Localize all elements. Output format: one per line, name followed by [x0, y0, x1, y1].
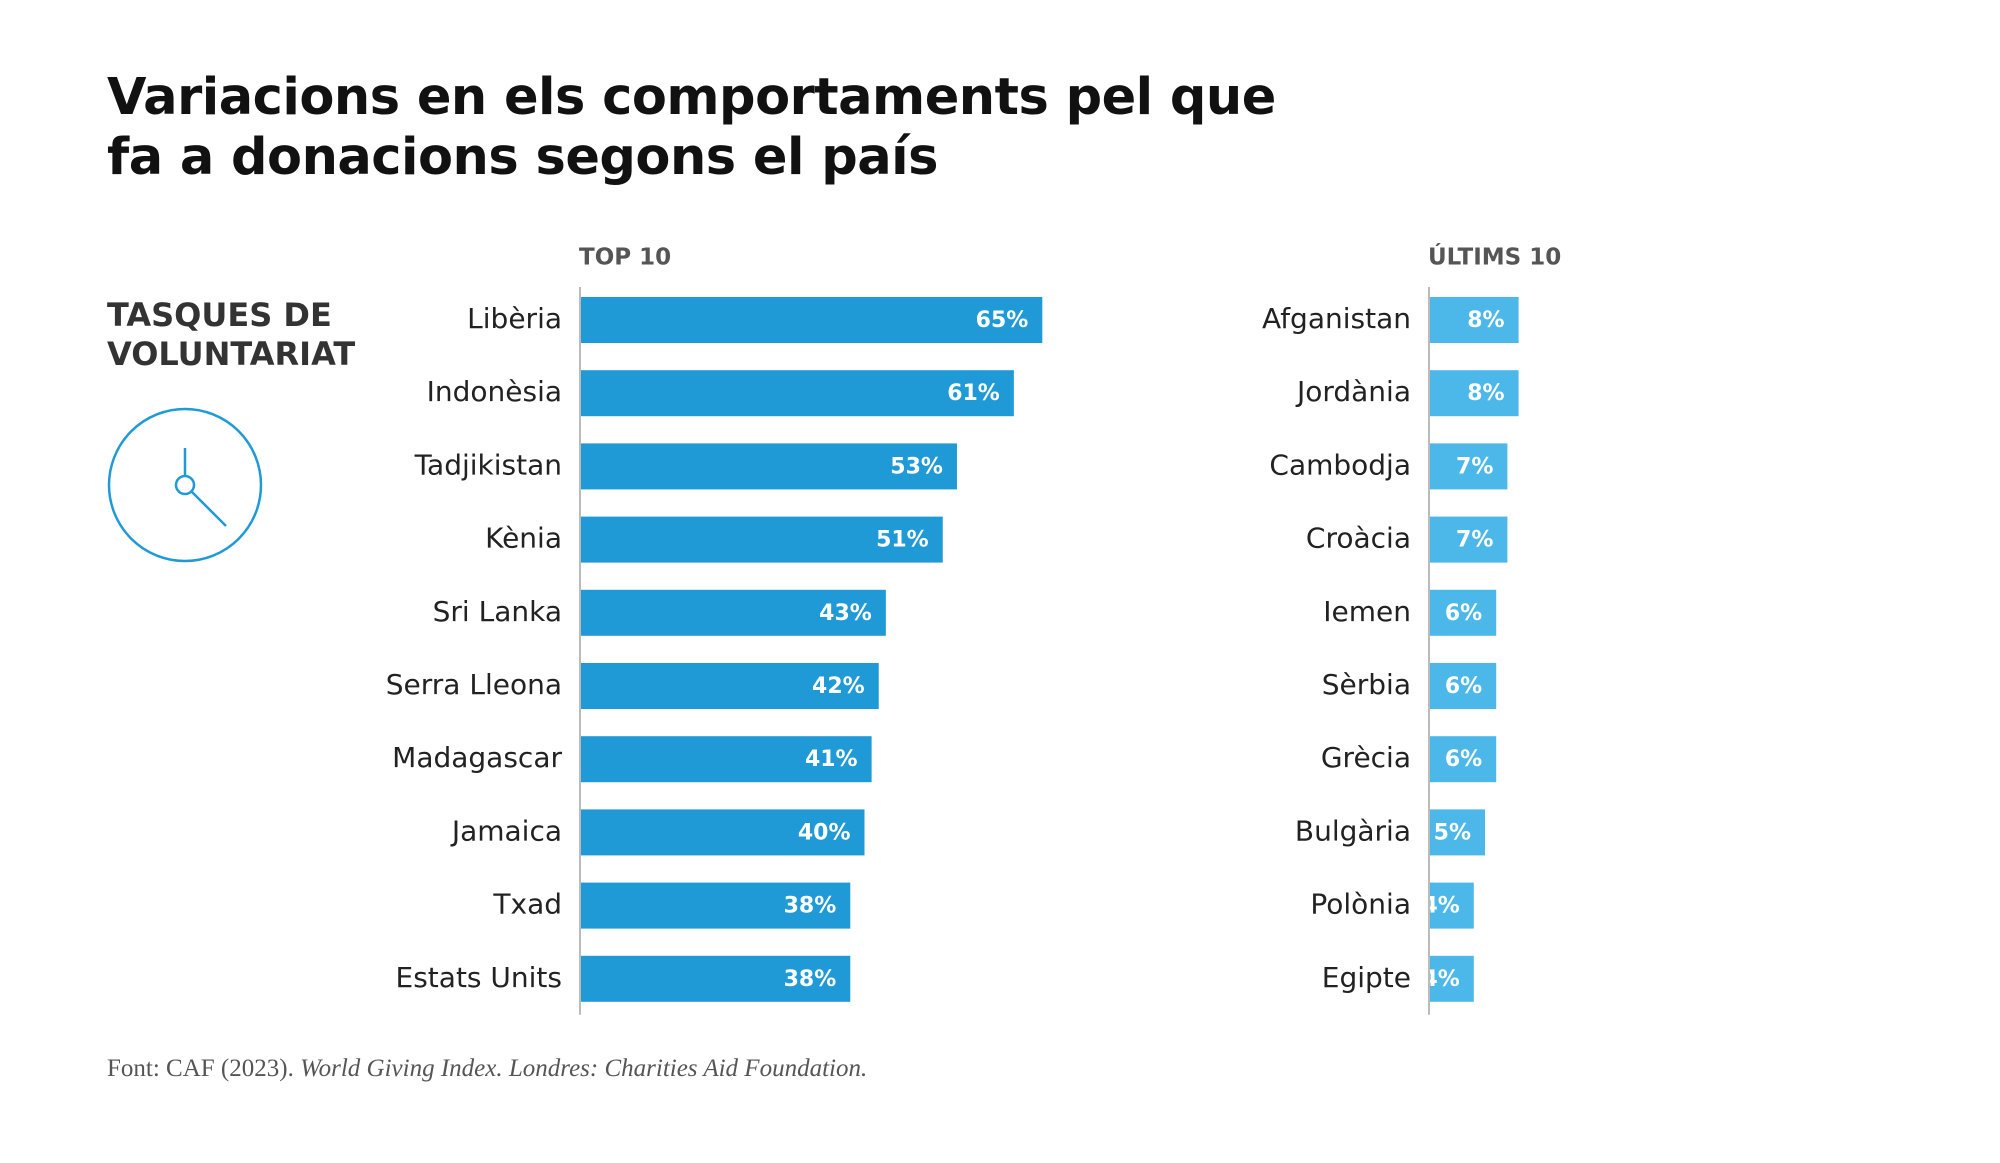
value-label: 40%: [798, 820, 851, 845]
clock-hand: [190, 490, 227, 527]
value-label: 53%: [890, 454, 943, 479]
value-label: 41%: [805, 747, 858, 772]
value-label: 6%: [1445, 601, 1482, 626]
value-label: 65%: [976, 308, 1029, 333]
value-label: 6%: [1445, 674, 1482, 699]
category-label: Serra Lleona: [386, 668, 562, 701]
section-label: TASQUES DE VOLUNTARIAT: [107, 296, 356, 373]
bar: [1429, 297, 1519, 343]
value-label: 6%: [1445, 747, 1482, 772]
bar: [1429, 736, 1497, 783]
value-label: 7%: [1456, 528, 1493, 553]
category-label: Estats Units: [396, 961, 562, 994]
category-label: Bulgària: [1295, 814, 1411, 847]
source-reference: World Giving Index. Londres: Charities A…: [300, 1055, 868, 1082]
bar: [580, 882, 851, 929]
category-label: Tadjikistan: [414, 448, 562, 481]
title: Variacions en els comportaments pel que …: [107, 68, 1276, 187]
category-label: Libèria: [467, 302, 562, 335]
category-label: Afganistan: [1262, 302, 1411, 335]
category-label: Egipte: [1322, 961, 1411, 994]
category-label: Jamaica: [450, 814, 562, 847]
source-prefix: Font: CAF (2023).: [107, 1055, 294, 1082]
bar: [580, 955, 851, 1002]
bar: [580, 589, 886, 636]
category-label: Txad: [492, 888, 562, 921]
bar: [580, 443, 957, 490]
category-label: Iemen: [1323, 595, 1411, 628]
value-label: 42%: [812, 674, 865, 699]
category-label: Madagascar: [392, 741, 562, 774]
category-label: Polònia: [1310, 888, 1411, 921]
clock-icon: [107, 407, 263, 563]
chart-subtitle: ÚLTIMS 10: [1428, 243, 1561, 271]
category-label: Croàcia: [1306, 522, 1411, 555]
value-label: 38%: [784, 894, 837, 919]
clock-center: [174, 474, 196, 496]
category-label: Sèrbia: [1322, 668, 1411, 701]
category-label: Kènia: [485, 522, 562, 555]
bar: [1429, 370, 1519, 417]
bar: [580, 663, 879, 709]
bar: [1429, 516, 1508, 563]
value-label: 7%: [1456, 454, 1493, 479]
bar: [580, 370, 1014, 417]
category-label: Indonèsia: [427, 375, 562, 408]
bar: [580, 297, 1043, 343]
bar: [1429, 955, 1474, 1002]
bar: [1429, 663, 1497, 709]
bar: [1429, 882, 1474, 929]
category-label: Jordània: [1295, 375, 1411, 408]
category-label: Grècia: [1321, 741, 1411, 774]
bar: [1429, 443, 1508, 490]
value-label: 61%: [947, 381, 1000, 406]
bar: [580, 736, 872, 783]
value-label: 51%: [876, 528, 929, 553]
category-label: Cambodja: [1269, 448, 1411, 481]
value-label: 8%: [1467, 308, 1504, 333]
bar: [580, 516, 943, 563]
value-label: 5%: [1434, 820, 1471, 845]
bar: [580, 809, 865, 856]
category-label: Sri Lanka: [433, 595, 562, 628]
chart-subtitle: TOP 10: [579, 245, 671, 271]
value-label: 8%: [1467, 381, 1504, 406]
value-label: 43%: [819, 601, 872, 626]
value-label: 38%: [784, 967, 837, 992]
source: Font: CAF (2023). World Giving Index. Lo…: [107, 1055, 867, 1083]
bar: [1429, 589, 1497, 636]
bar: [1429, 809, 1485, 856]
